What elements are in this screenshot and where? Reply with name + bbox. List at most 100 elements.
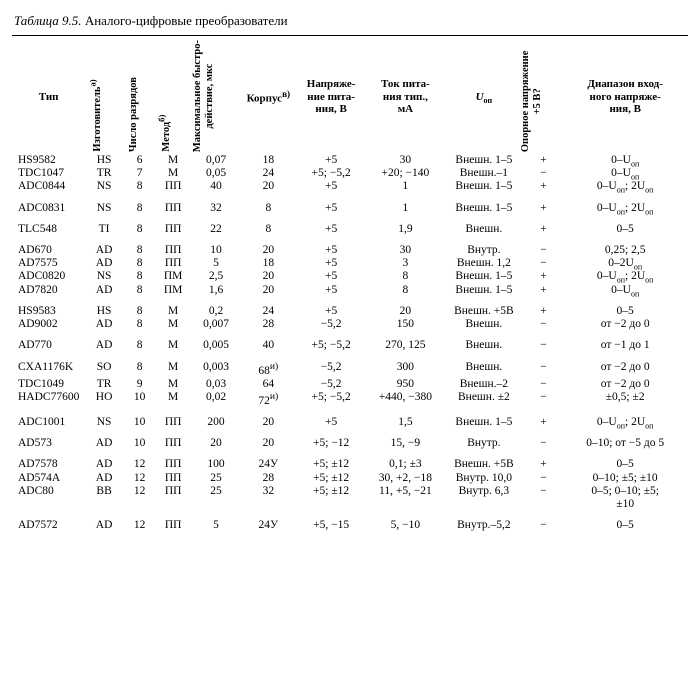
cell: 24У	[242, 450, 294, 471]
cell: −	[525, 511, 563, 532]
cell: ПМ	[156, 284, 189, 297]
th-package: Корпусв)	[242, 40, 294, 154]
cell: 1	[368, 194, 443, 215]
cell: +5	[295, 236, 368, 257]
cell: +	[525, 297, 563, 318]
cell: 72и)	[242, 391, 294, 408]
cell: 200	[190, 408, 242, 429]
cell: 68и)	[242, 353, 294, 378]
th-method: Методб)	[156, 40, 189, 154]
cell: ПП	[156, 236, 189, 257]
cell: 12	[123, 485, 156, 511]
cell: AD	[85, 318, 123, 331]
cell: ADC80	[12, 485, 85, 511]
cell: Внешн. 1–5	[443, 194, 525, 215]
cell: NS	[85, 270, 123, 283]
cell: Внутр. 10,0	[443, 472, 525, 485]
cell: 100	[190, 450, 242, 471]
cell: от −1 до 1	[562, 331, 688, 352]
cell: М	[156, 167, 189, 180]
cell: Внешн.	[443, 353, 525, 378]
table-caption: Таблица 9.5. Аналого-цифровые преобразов…	[14, 14, 688, 29]
cell: 20	[242, 236, 294, 257]
cell: ADC0831	[12, 194, 85, 215]
cell: 8	[123, 194, 156, 215]
cell: Внешн. 1,2	[443, 257, 525, 270]
cell: 8	[123, 257, 156, 270]
caption-label: Таблица 9.5.	[14, 13, 82, 28]
cell: NS	[85, 408, 123, 429]
th-type: Тип	[12, 40, 85, 154]
th-isupply: Ток пита-ния тип.,мА	[368, 40, 443, 154]
cell: 8	[123, 215, 156, 236]
cell: ПП	[156, 194, 189, 215]
cell: Внешн.	[443, 318, 525, 331]
cell: +5; ±12	[295, 450, 368, 471]
cell: AD7820	[12, 284, 85, 297]
cell: 20	[242, 284, 294, 297]
cell: М	[156, 318, 189, 331]
cell: AD	[85, 236, 123, 257]
cell: Внешн.–1	[443, 167, 525, 180]
cell: ПП	[156, 472, 189, 485]
cell: AD9002	[12, 318, 85, 331]
cell: 0,07	[190, 154, 242, 167]
adc-table: Тип Изготовительа) Число разрядов Методб…	[12, 40, 688, 532]
cell: 8	[123, 284, 156, 297]
cell: 30	[368, 236, 443, 257]
cell: Внешн.–2	[443, 378, 525, 391]
cell: 64	[242, 378, 294, 391]
cell: 0–Uоп; 2Uоп	[562, 408, 688, 429]
cell: ПП	[156, 485, 189, 511]
cell: +	[525, 408, 563, 429]
cell: Внутр.–5,2	[443, 511, 525, 532]
cell: Внешн.	[443, 215, 525, 236]
cell: Внешн. +5В	[443, 297, 525, 318]
cell: 10	[123, 429, 156, 450]
cell: 12	[123, 472, 156, 485]
table-row: TDC1047TR7М0,0524+5; −5,2+20; −140Внешн.…	[12, 167, 688, 180]
cell: ADC1001	[12, 408, 85, 429]
cell: 0,02	[190, 391, 242, 408]
cell: +5, −15	[295, 511, 368, 532]
cell: AD	[85, 472, 123, 485]
cell: ±0,5; ±2	[562, 391, 688, 408]
th-vsupply: Напряже-ние пита-ния, В	[295, 40, 368, 154]
cell: М	[156, 331, 189, 352]
cell: +5; ±12	[295, 472, 368, 485]
th-ref5v: Опорное напряжение+5 В?	[525, 40, 563, 154]
cell: NS	[85, 194, 123, 215]
table-row: HS9583HS8М0,224+520Внешн. +5В+0–5	[12, 297, 688, 318]
table-row: ADC0820NS8ПМ2,520+58Внешн. 1–5+0–Uоп; 2U…	[12, 270, 688, 283]
cell: 0,003	[190, 353, 242, 378]
cell: 10	[123, 391, 156, 408]
cell: ПП	[156, 408, 189, 429]
cell: HO	[85, 391, 123, 408]
cell: Внутр.	[443, 429, 525, 450]
cell: +	[525, 215, 563, 236]
cell: AD	[85, 429, 123, 450]
cell: 8	[123, 236, 156, 257]
cell: 22	[190, 215, 242, 236]
cell: AD7578	[12, 450, 85, 471]
cell: 20	[242, 408, 294, 429]
cell: Внутр. 6,3	[443, 485, 525, 511]
cell: TLC548	[12, 215, 85, 236]
cell: 32	[190, 194, 242, 215]
cell: 0–Uоп	[562, 284, 688, 297]
cell: 0–5	[562, 511, 688, 532]
cell: 2,5	[190, 270, 242, 283]
cell: 0–Uоп	[562, 154, 688, 167]
cell: 0–Uоп; 2Uоп	[562, 180, 688, 193]
cell: 24У	[242, 511, 294, 532]
cell: М	[156, 378, 189, 391]
cell: 12	[123, 511, 156, 532]
cell: 20	[242, 429, 294, 450]
cell: +5; ±12	[295, 485, 368, 511]
cell: CXA1176K	[12, 353, 85, 378]
cell: −	[525, 472, 563, 485]
cell: TR	[85, 378, 123, 391]
cell: 10	[123, 408, 156, 429]
cell: AD7575	[12, 257, 85, 270]
table-row: ADC0831NS8ПП328+51Внешн. 1–5+0–Uоп; 2Uоп	[12, 194, 688, 215]
